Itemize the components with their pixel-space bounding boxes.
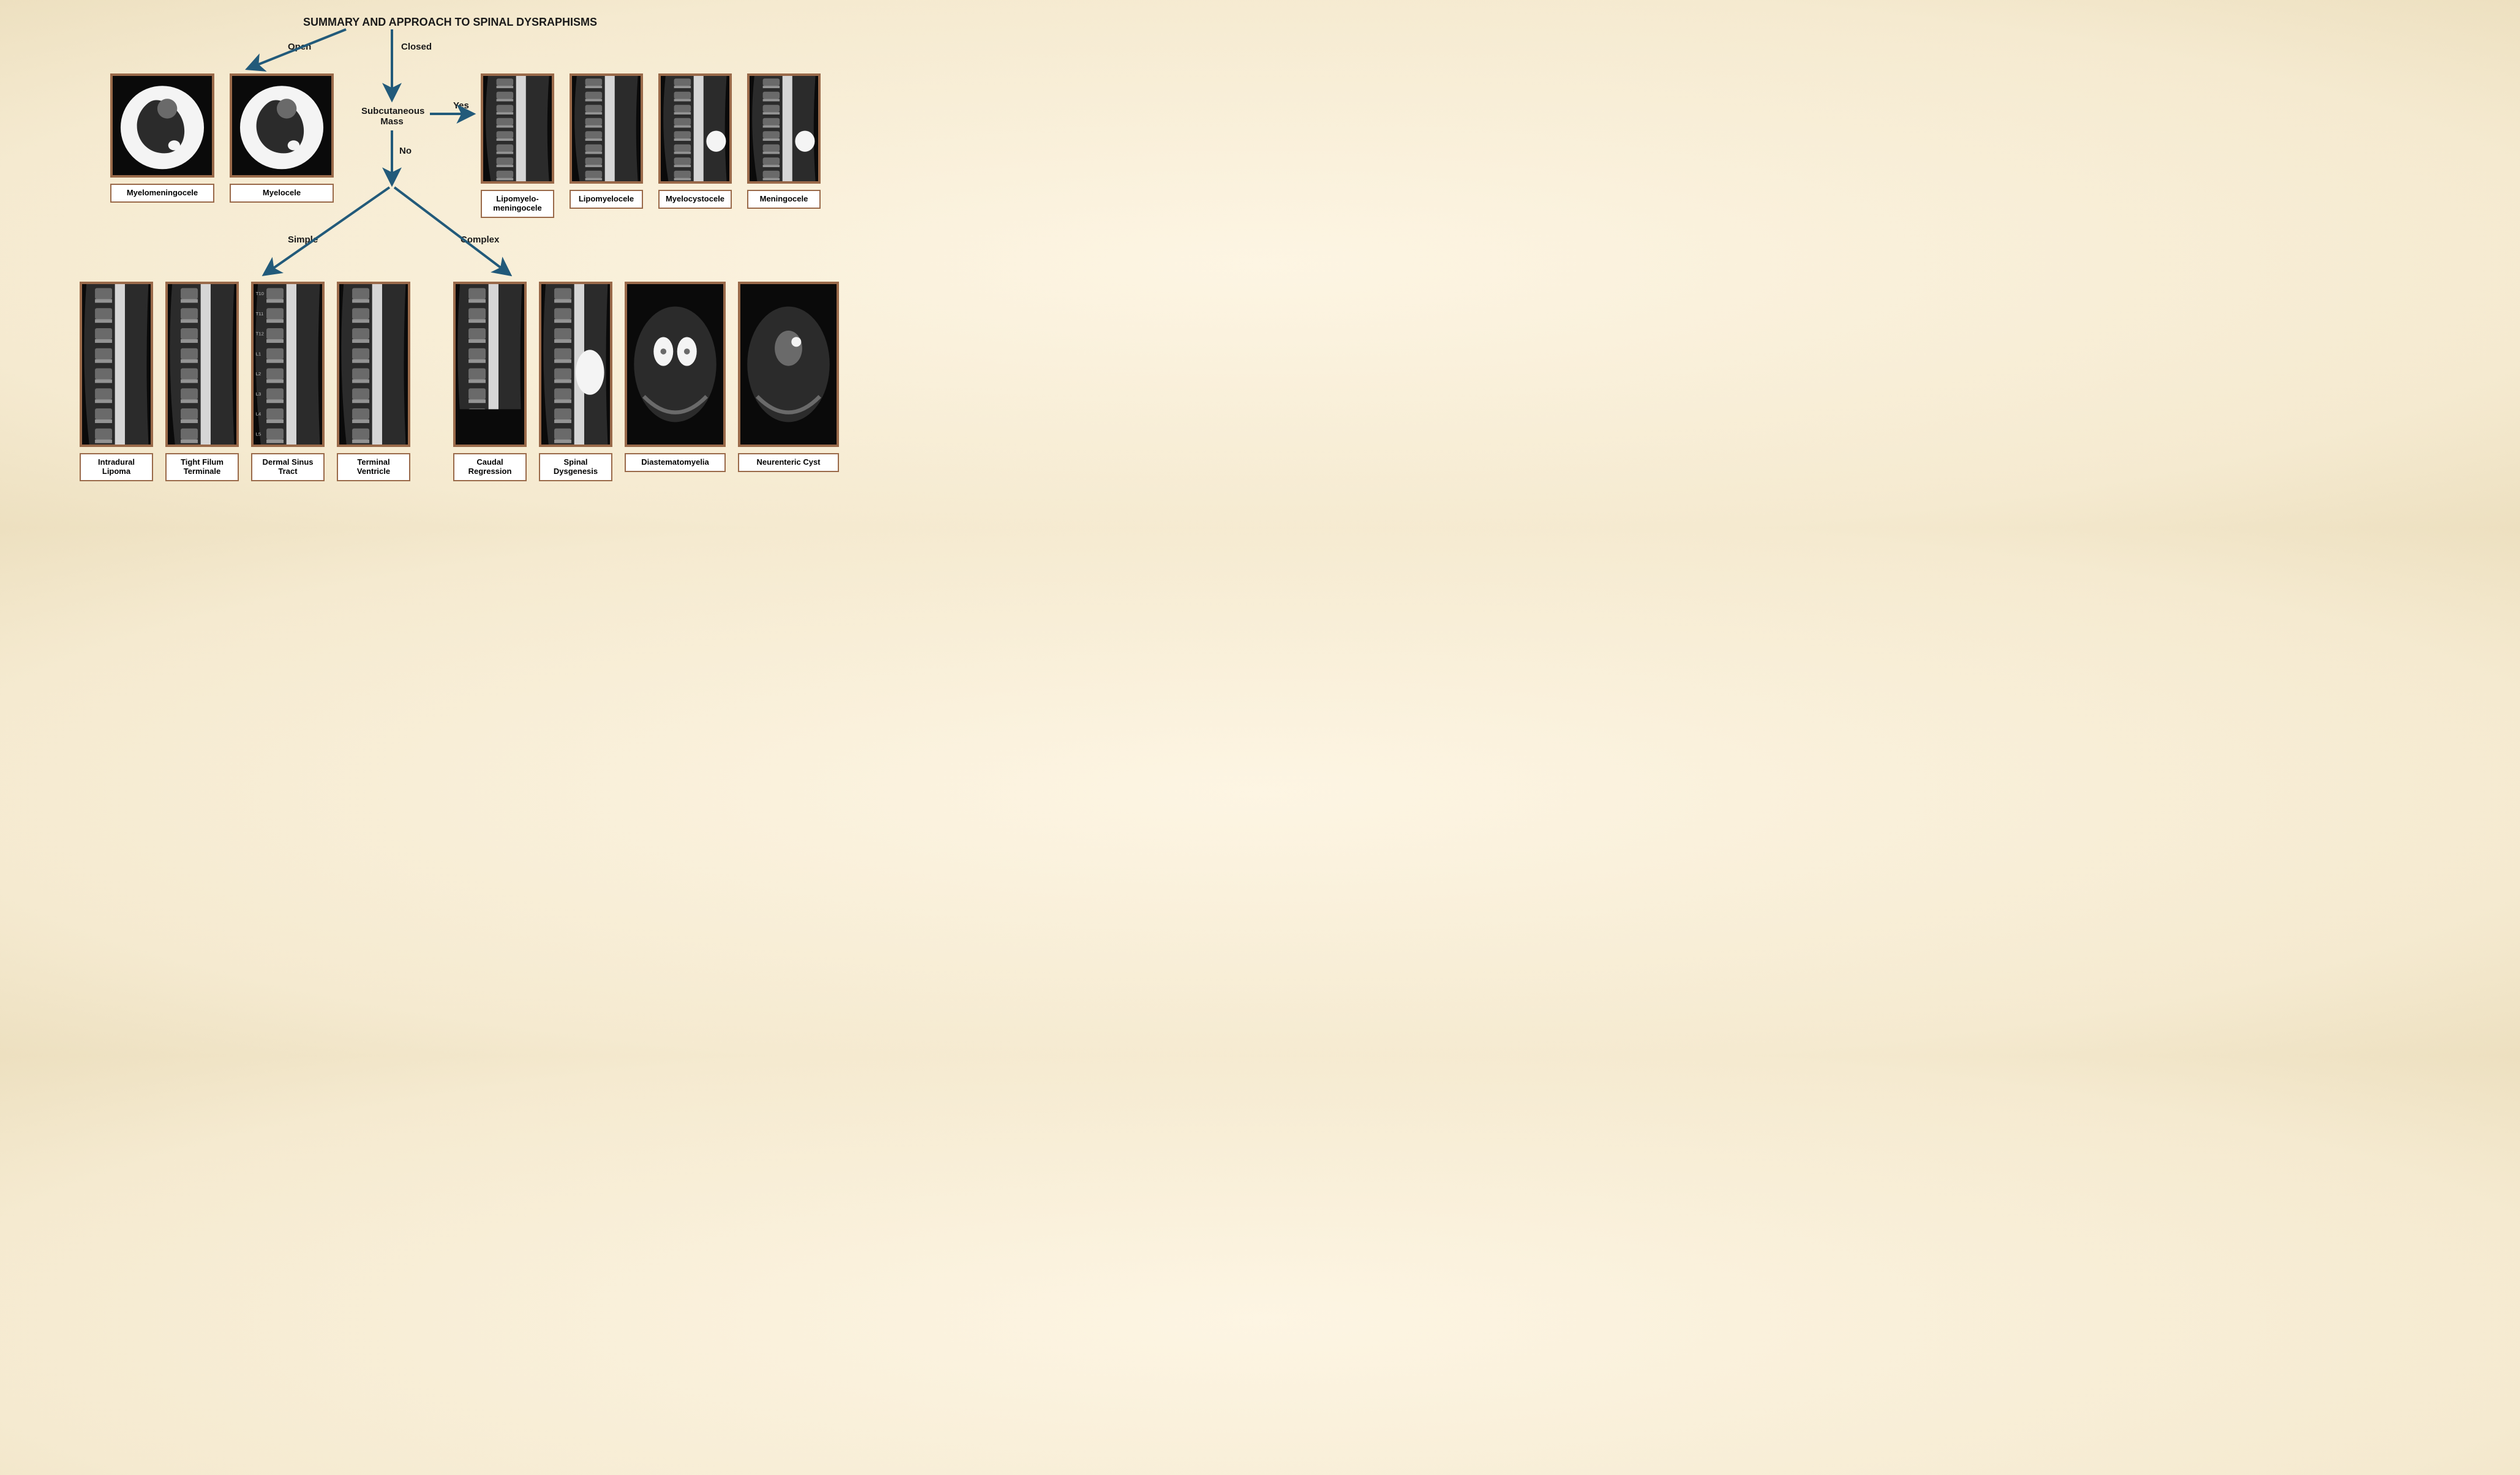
panel-caption-myelomeningocele: Myelomeningocele	[110, 184, 214, 203]
svg-text:L5: L5	[256, 431, 261, 437]
panel-caption-spinal-dysgenesis: Spinal Dysgenesis	[539, 453, 612, 481]
mri-image-terminal-ventricle	[337, 282, 410, 447]
mri-image-lipomyelomeningocele	[481, 73, 554, 184]
svg-text:T12: T12	[256, 331, 264, 337]
svg-text:L4: L4	[256, 411, 261, 417]
edge-label-no: No	[399, 146, 412, 156]
edge-label-complex: Complex	[461, 235, 499, 245]
svg-text:L3: L3	[256, 391, 261, 397]
panel-terminal-ventricle: Terminal Ventricle	[337, 282, 410, 481]
panel-tight-filum: Tight Filum Terminale	[165, 282, 239, 481]
mri-image-lipomyelocele	[570, 73, 643, 184]
diagram-title: SUMMARY AND APPROACH TO SPINAL DYSRAPHIS…	[0, 16, 900, 29]
panel-caption-myelocystocele: Myelocystocele	[658, 190, 732, 209]
mri-image-diastematomyelia	[625, 282, 726, 447]
panel-intradural-lipoma: Intradural Lipoma	[80, 282, 153, 481]
mri-image-myelocystocele	[658, 73, 732, 184]
panel-caption-lipomyelomeningocele: Lipomyelo- meningocele	[481, 190, 554, 218]
panel-meningocele: Meningocele	[747, 73, 821, 209]
panel-caption-caudal-regression: Caudal Regression	[453, 453, 527, 481]
panel-myelocystocele: Myelocystocele	[658, 73, 732, 209]
mri-image-caudal-regression	[453, 282, 527, 447]
mri-image-neurenteric-cyst	[738, 282, 839, 447]
panel-caption-terminal-ventricle: Terminal Ventricle	[337, 453, 410, 481]
panel-caption-myelocele: Myelocele	[230, 184, 334, 203]
panel-neurenteric-cyst: Neurenteric Cyst	[738, 282, 839, 472]
mri-image-dermal-sinus: T10 T11 T12 L1 L2 L3 L4 L5	[251, 282, 325, 447]
panel-myelocele: Myelocele	[230, 73, 334, 203]
panel-lipomyelomeningocele: Lipomyelo- meningocele	[481, 73, 554, 218]
panel-caption-meningocele: Meningocele	[747, 190, 821, 209]
panel-caption-lipomyelocele: Lipomyelocele	[570, 190, 643, 209]
mri-image-spinal-dysgenesis	[539, 282, 612, 447]
panel-caudal-regression: Caudal Regression	[453, 282, 527, 481]
panel-caption-intradural-lipoma: Intradural Lipoma	[80, 453, 153, 481]
edge-label-yes: Yes	[453, 100, 469, 111]
panel-lipomyelocele: Lipomyelocele	[570, 73, 643, 209]
mri-image-myelocele	[230, 73, 334, 178]
panel-dermal-sinus: T10 T11 T12 L1 L2 L3 L4 L5 Dermal Sinus Tract	[251, 282, 325, 481]
svg-text:T11: T11	[256, 311, 264, 317]
panel-caption-dermal-sinus: Dermal Sinus Tract	[251, 453, 325, 481]
svg-text:T10: T10	[256, 291, 264, 296]
mri-image-myelomeningocele	[110, 73, 214, 178]
edge-label-simple: Simple	[288, 235, 318, 245]
panel-diastematomyelia: Diastematomyelia	[625, 282, 726, 472]
node-subcutaneous-mass: Subcutaneous Mass	[361, 106, 423, 127]
node-subcutaneous-mass-line1: Subcutaneous Mass	[361, 106, 424, 127]
svg-text:L1: L1	[256, 351, 261, 356]
edge-label-open: Open	[288, 42, 311, 52]
svg-text:L2: L2	[256, 371, 261, 377]
mri-image-intradural-lipoma	[80, 282, 153, 447]
panel-caption-diastematomyelia: Diastematomyelia	[625, 453, 726, 472]
panel-myelomeningocele: Myelomeningocele	[110, 73, 214, 203]
edge-label-closed: Closed	[401, 42, 432, 52]
mri-image-meningocele	[747, 73, 821, 184]
panel-caption-tight-filum: Tight Filum Terminale	[165, 453, 239, 481]
mri-image-tight-filum	[165, 282, 239, 447]
panel-spinal-dysgenesis: Spinal Dysgenesis	[539, 282, 612, 481]
panel-caption-neurenteric-cyst: Neurenteric Cyst	[738, 453, 839, 472]
